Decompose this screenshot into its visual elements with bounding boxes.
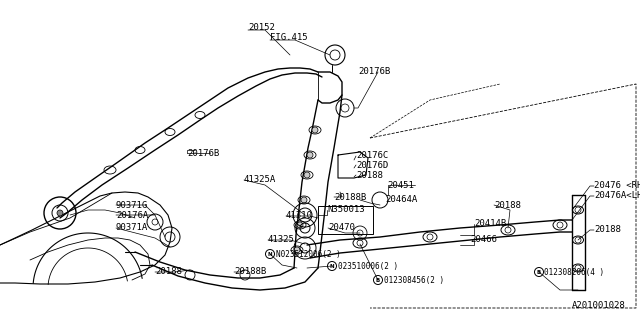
Text: N: N bbox=[330, 263, 334, 268]
Text: 20476A<LH>: 20476A<LH> bbox=[594, 191, 640, 201]
Text: 20466: 20466 bbox=[470, 236, 497, 244]
Text: 20188: 20188 bbox=[155, 268, 182, 276]
Text: 20176D: 20176D bbox=[356, 161, 388, 170]
Text: 41325: 41325 bbox=[268, 236, 295, 244]
Text: 20176B: 20176B bbox=[358, 68, 390, 76]
Circle shape bbox=[312, 127, 318, 133]
Circle shape bbox=[297, 222, 303, 228]
Text: N: N bbox=[268, 252, 272, 257]
Bar bbox=[318, 206, 373, 234]
Text: 20188: 20188 bbox=[594, 226, 621, 235]
Text: 20188B: 20188B bbox=[334, 193, 366, 202]
Text: 20464A: 20464A bbox=[385, 195, 417, 204]
Text: 012308456(2 ): 012308456(2 ) bbox=[383, 276, 444, 284]
Text: 41325A: 41325A bbox=[244, 175, 276, 185]
Text: 20414B: 20414B bbox=[474, 220, 506, 228]
Text: 20188: 20188 bbox=[356, 171, 383, 180]
Text: 41310: 41310 bbox=[286, 212, 313, 220]
Text: 20470: 20470 bbox=[328, 223, 355, 233]
Text: 20176A: 20176A bbox=[116, 211, 148, 220]
Circle shape bbox=[294, 247, 300, 253]
Text: N023512006(2 ): N023512006(2 ) bbox=[275, 250, 340, 259]
Text: A201001028: A201001028 bbox=[572, 301, 626, 310]
Text: 20176B: 20176B bbox=[187, 148, 220, 157]
Text: FIG.415: FIG.415 bbox=[270, 34, 308, 43]
Text: 90371G: 90371G bbox=[116, 201, 148, 210]
Text: 20152: 20152 bbox=[248, 23, 275, 33]
Text: 012308206(4 ): 012308206(4 ) bbox=[545, 268, 605, 276]
Circle shape bbox=[304, 172, 310, 178]
Text: 20451: 20451 bbox=[387, 180, 414, 189]
Text: 20188B: 20188B bbox=[234, 268, 266, 276]
Text: 20188: 20188 bbox=[494, 201, 521, 210]
Text: B: B bbox=[376, 277, 380, 283]
Circle shape bbox=[307, 152, 313, 158]
Circle shape bbox=[57, 210, 63, 216]
Text: 20176C: 20176C bbox=[356, 151, 388, 161]
Text: B: B bbox=[537, 269, 541, 275]
Text: 023510006(2 ): 023510006(2 ) bbox=[337, 261, 397, 270]
Text: N350013: N350013 bbox=[327, 205, 365, 214]
Text: 20476 <RH>: 20476 <RH> bbox=[594, 181, 640, 190]
Text: 90371A: 90371A bbox=[116, 223, 148, 233]
Circle shape bbox=[301, 197, 307, 203]
